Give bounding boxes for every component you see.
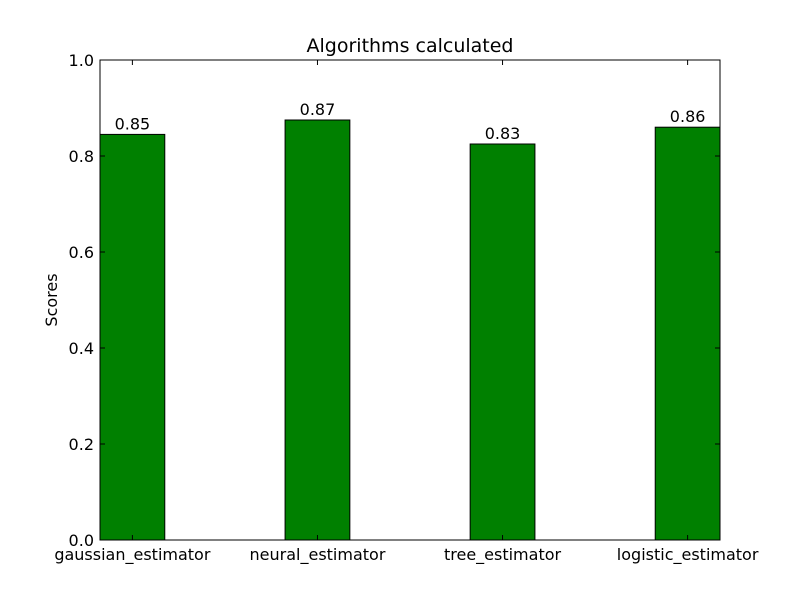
plot-frame: [99, 59, 721, 541]
x-axis-ticks: gaussian_estimator neural_estimator tree_e…: [54, 60, 759, 565]
data-label-gaussian_estimator: 0.85: [115, 114, 151, 133]
y-tick-label: 0.0: [69, 531, 94, 550]
data-label-tree_estimator: 0.83: [485, 124, 521, 143]
x-tick-label-gaussian_estimator: gaussian_estimator: [54, 545, 211, 565]
bar-gaussian_estimator: [99, 133, 166, 541]
x-tick-label-tree_estimator: tree_estimator: [444, 545, 562, 565]
bar-tree_estimator: [469, 143, 536, 541]
y-axis-ticks: 0.0 0.2 0.4 0.6 0.8 1.0: [69, 51, 720, 550]
y-tick-label: 0.4: [69, 339, 94, 358]
bar-logistic_estimator: [654, 126, 721, 541]
bar-neural_estimator: [284, 119, 351, 541]
y-tick-label: 0.6: [69, 243, 94, 262]
data-label-neural_estimator: 0.87: [300, 100, 336, 119]
x-tick-label-logistic_estimator: logistic_estimator: [617, 545, 759, 565]
y-axis-label: Scores: [42, 273, 61, 326]
data-label-logistic_estimator: 0.86: [670, 107, 706, 126]
y-tick-label: 1.0: [69, 51, 94, 70]
x-tick-label-neural_estimator: neural_estimator: [250, 545, 386, 565]
bars-group: [99, 119, 721, 541]
data-labels-group: 0.85 0.87 0.83 0.86: [115, 100, 706, 143]
y-tick-label: 0.2: [69, 435, 94, 454]
y-tick-label: 0.8: [69, 147, 94, 166]
chart-title: Algorithms calculated: [307, 35, 514, 57]
plot-area: [100, 60, 720, 540]
